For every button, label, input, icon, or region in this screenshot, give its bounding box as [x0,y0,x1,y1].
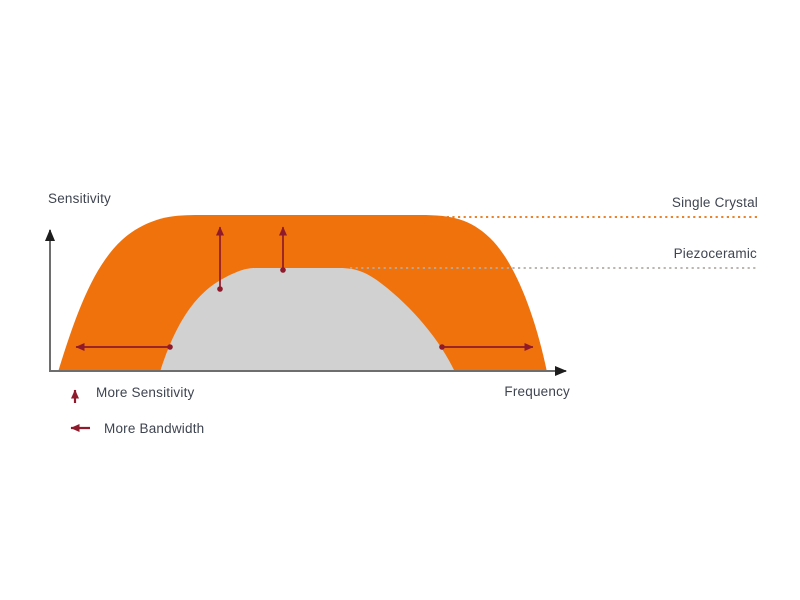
piezoceramic-label: Piezoceramic [673,246,757,261]
y-axis-label: Sensitivity [48,191,111,206]
legend-more-bandwidth-label: More Bandwidth [104,421,205,436]
single-crystal-label: Single Crystal [671,195,758,210]
legend-more-sensitivity-label: More Sensitivity [96,385,195,400]
x-axis-label: Frequency [504,384,570,399]
piezoceramic-area [160,268,455,372]
